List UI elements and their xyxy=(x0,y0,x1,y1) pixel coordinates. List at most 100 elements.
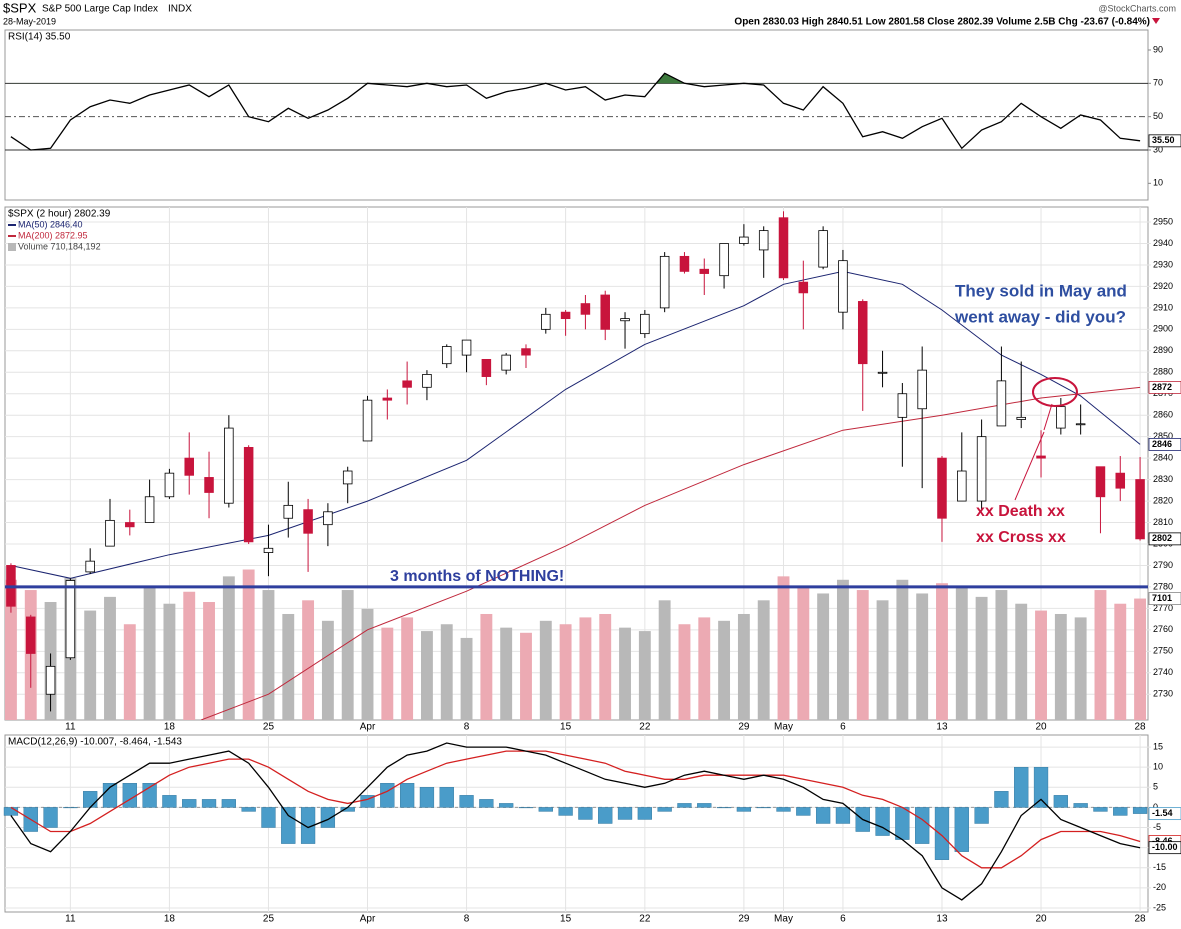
histogram-bar xyxy=(241,807,256,812)
volume-bar xyxy=(936,583,948,720)
value-flag-label: 35.50 xyxy=(1152,135,1175,145)
value-flag-label: 2872 xyxy=(1152,382,1172,392)
candle-body xyxy=(1056,406,1066,429)
y-tick-label: 70 xyxy=(1153,78,1163,88)
histogram-bar xyxy=(716,807,732,809)
candle-body xyxy=(739,236,749,244)
histogram-bar xyxy=(439,787,454,808)
candle-body xyxy=(164,472,175,498)
annotation: xx Death xx xyxy=(976,503,1065,520)
candle-body xyxy=(1075,423,1086,426)
x-tick-label: 13 xyxy=(936,722,948,733)
candle-body xyxy=(521,348,531,356)
histogram-bar xyxy=(83,791,98,808)
volume-bar xyxy=(341,590,354,720)
y-tick-label: 15 xyxy=(1153,741,1163,751)
histogram-bar xyxy=(63,807,78,809)
value-flag-label: 2846 xyxy=(1152,439,1172,449)
volume-bar xyxy=(480,613,493,720)
histogram-bar xyxy=(1113,807,1128,816)
y-tick-label: 2880 xyxy=(1153,367,1173,377)
volume-bar xyxy=(955,586,968,720)
histogram-bar xyxy=(974,807,989,824)
candle-body xyxy=(283,504,294,519)
y-tick-label: 2810 xyxy=(1153,517,1173,527)
panel-label: MACD(12,26,9) -10.007, -8.464, -1.543 xyxy=(8,737,182,748)
histogram-bar xyxy=(459,795,474,808)
histogram-bar xyxy=(875,807,890,836)
x-tick-label: 15 xyxy=(560,722,572,733)
histogram-bar xyxy=(1014,766,1029,808)
x-tick-label: 29 xyxy=(738,914,750,925)
y-tick-label: 90 xyxy=(1153,44,1163,54)
candle-body xyxy=(1135,479,1145,540)
volume-bar xyxy=(440,624,453,720)
y-tick-label: 2890 xyxy=(1153,345,1173,355)
volume-bar xyxy=(321,620,334,720)
histogram-bar xyxy=(201,799,217,808)
legend-label: MA(200) 2872.95 xyxy=(18,230,88,240)
x-tick-label: 25 xyxy=(263,722,275,733)
candle-body xyxy=(1115,472,1126,489)
y-tick-label: 2850 xyxy=(1153,431,1173,441)
volume-bar xyxy=(737,613,750,720)
histogram-bar xyxy=(1073,803,1088,808)
x-tick-label: 22 xyxy=(639,914,651,925)
volume-bar xyxy=(123,624,136,720)
series-line xyxy=(10,750,1141,869)
histogram-bar xyxy=(182,799,197,808)
volume-bar xyxy=(1114,603,1127,720)
volume-bar xyxy=(460,637,473,720)
candle-body xyxy=(1036,455,1046,459)
candle-body xyxy=(679,255,690,272)
histogram-bar xyxy=(102,783,118,808)
volume-bar xyxy=(203,602,215,720)
histogram-bar xyxy=(657,807,672,812)
volume-bar xyxy=(1054,613,1067,720)
volume-bar xyxy=(876,600,889,720)
annotation: 3 months of NOTHING! xyxy=(390,568,564,585)
histogram-bar xyxy=(399,783,415,808)
x-tick-label: 18 xyxy=(164,914,176,925)
volume-bar xyxy=(84,610,97,720)
x-tick-label: 28 xyxy=(1135,914,1147,925)
legend-label: Volume 710,184,192 xyxy=(18,241,101,251)
candle-body xyxy=(778,217,789,279)
panel-label: $SPX (2 hour) 2802.39 xyxy=(8,209,111,220)
volume-bar xyxy=(916,593,929,720)
volume-bar xyxy=(995,590,1008,720)
candle-body xyxy=(184,457,194,476)
volume-bar xyxy=(262,590,275,720)
histogram-bar xyxy=(934,807,950,860)
candle-body xyxy=(125,522,135,528)
x-tick-label: May xyxy=(774,722,793,733)
y-tick-label: 2820 xyxy=(1153,495,1173,505)
y-tick-label: 2830 xyxy=(1153,474,1173,484)
candle-body xyxy=(422,374,432,388)
candle-body xyxy=(580,303,591,315)
candle-body xyxy=(937,457,947,519)
histogram-bar xyxy=(538,807,553,812)
volume-bar xyxy=(539,620,552,720)
histogram-bar xyxy=(598,807,613,824)
down-arrow xyxy=(1152,18,1160,24)
volume-bar xyxy=(797,586,810,720)
histogram-bar xyxy=(895,807,910,840)
candle-body xyxy=(144,496,155,523)
value-flag xyxy=(1148,592,1181,605)
value-flag xyxy=(1148,807,1181,821)
volume-bar xyxy=(143,586,156,720)
x-tick-label: 11 xyxy=(65,722,76,733)
candle-body xyxy=(323,511,333,526)
candle-body xyxy=(362,399,373,442)
y-tick-label: 2780 xyxy=(1153,581,1173,591)
annotation: xx Cross xx xyxy=(976,529,1066,546)
volume-bar xyxy=(163,603,176,720)
y-tick-label: 30 xyxy=(1153,144,1163,154)
y-tick-label: 2790 xyxy=(1153,560,1173,570)
candle-body xyxy=(45,665,56,695)
histogram-bar xyxy=(419,787,435,808)
candle-body xyxy=(461,339,472,356)
index-name: S&P 500 Large Cap Index xyxy=(42,4,158,15)
histogram-bar xyxy=(915,807,930,844)
